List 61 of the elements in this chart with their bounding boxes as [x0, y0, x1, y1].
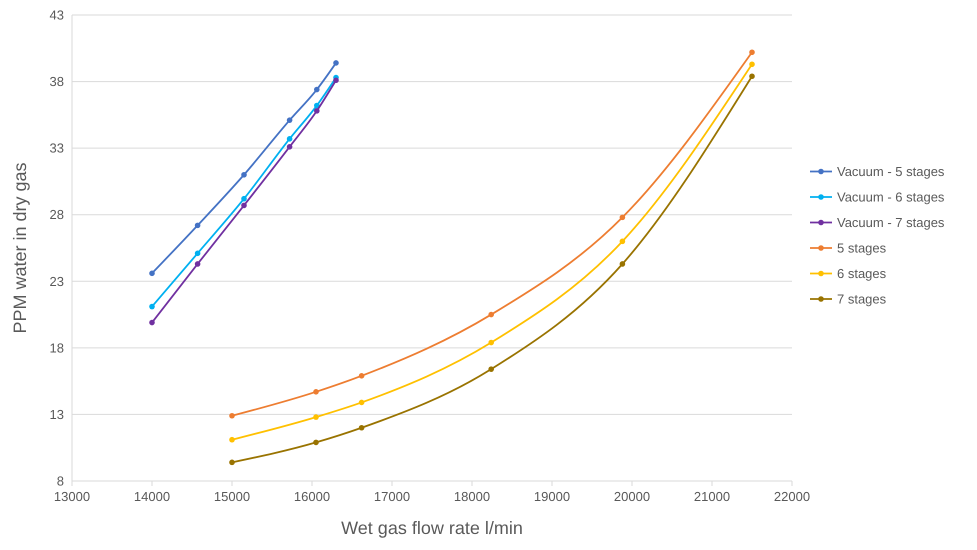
legend-label: Vacuum - 5 stages: [837, 164, 945, 179]
x-tick-label: 15000: [214, 489, 250, 504]
legend-label: 6 stages: [837, 266, 887, 281]
point: [229, 412, 235, 419]
point: [313, 414, 319, 420]
y-axis-title: PPM water in dry gas: [10, 162, 30, 334]
point: [149, 320, 155, 326]
point: [749, 73, 755, 80]
point: [314, 108, 320, 114]
point: [241, 202, 247, 208]
x-tick-label: 14000: [134, 489, 170, 504]
point: [241, 196, 247, 202]
point: [229, 460, 235, 466]
legend-label: Vacuum - 7 stages: [837, 215, 945, 230]
point: [333, 60, 339, 66]
x-tick-label: 17000: [374, 489, 410, 504]
point: [149, 270, 155, 276]
legend-label: 7 stages: [837, 292, 887, 306]
point: [194, 261, 200, 267]
y-tick-label: 43: [50, 8, 64, 22]
legend-label: 5 stages: [837, 240, 887, 256]
x-tick-label: 13000: [54, 489, 90, 504]
x-axis-title: Wet gas flow rate l/min: [341, 518, 523, 538]
x-tick-label: 20000: [614, 489, 650, 504]
point: [149, 304, 155, 310]
point: [314, 86, 320, 92]
y-tick-label: 8: [56, 474, 64, 488]
point: [241, 172, 247, 178]
point: [488, 366, 494, 372]
x-tick-label: 22000: [774, 489, 810, 504]
point: [314, 102, 320, 108]
point: [229, 436, 235, 443]
y-tick-label: 38: [50, 74, 64, 90]
point: [194, 222, 200, 228]
point: [749, 49, 755, 56]
point: [194, 250, 200, 256]
point: [488, 340, 494, 346]
y-tick-label: 28: [50, 207, 64, 222]
point: [313, 388, 319, 395]
y-tick-label: 33: [50, 140, 64, 156]
x-tick-label: 21000: [694, 489, 730, 504]
point: [488, 312, 494, 318]
point: [620, 214, 626, 220]
point: [313, 440, 319, 446]
point: [286, 136, 292, 142]
point: [749, 61, 755, 68]
legend-label: Vacuum - 6 stages: [837, 190, 945, 204]
point: [358, 424, 364, 431]
point: [286, 144, 292, 150]
point: [358, 373, 364, 379]
y-tick-label: 13: [50, 406, 64, 422]
point: [620, 261, 626, 267]
point: [620, 238, 626, 244]
x-tick-label: 19000: [534, 489, 570, 504]
x-tick-label: 18000: [454, 489, 490, 504]
point: [286, 117, 292, 123]
y-tick-label: 18: [50, 340, 64, 356]
point: [333, 77, 339, 84]
point: [358, 400, 364, 406]
x-tick-label: 16000: [294, 489, 330, 504]
y-tick-label: 23: [50, 274, 64, 289]
